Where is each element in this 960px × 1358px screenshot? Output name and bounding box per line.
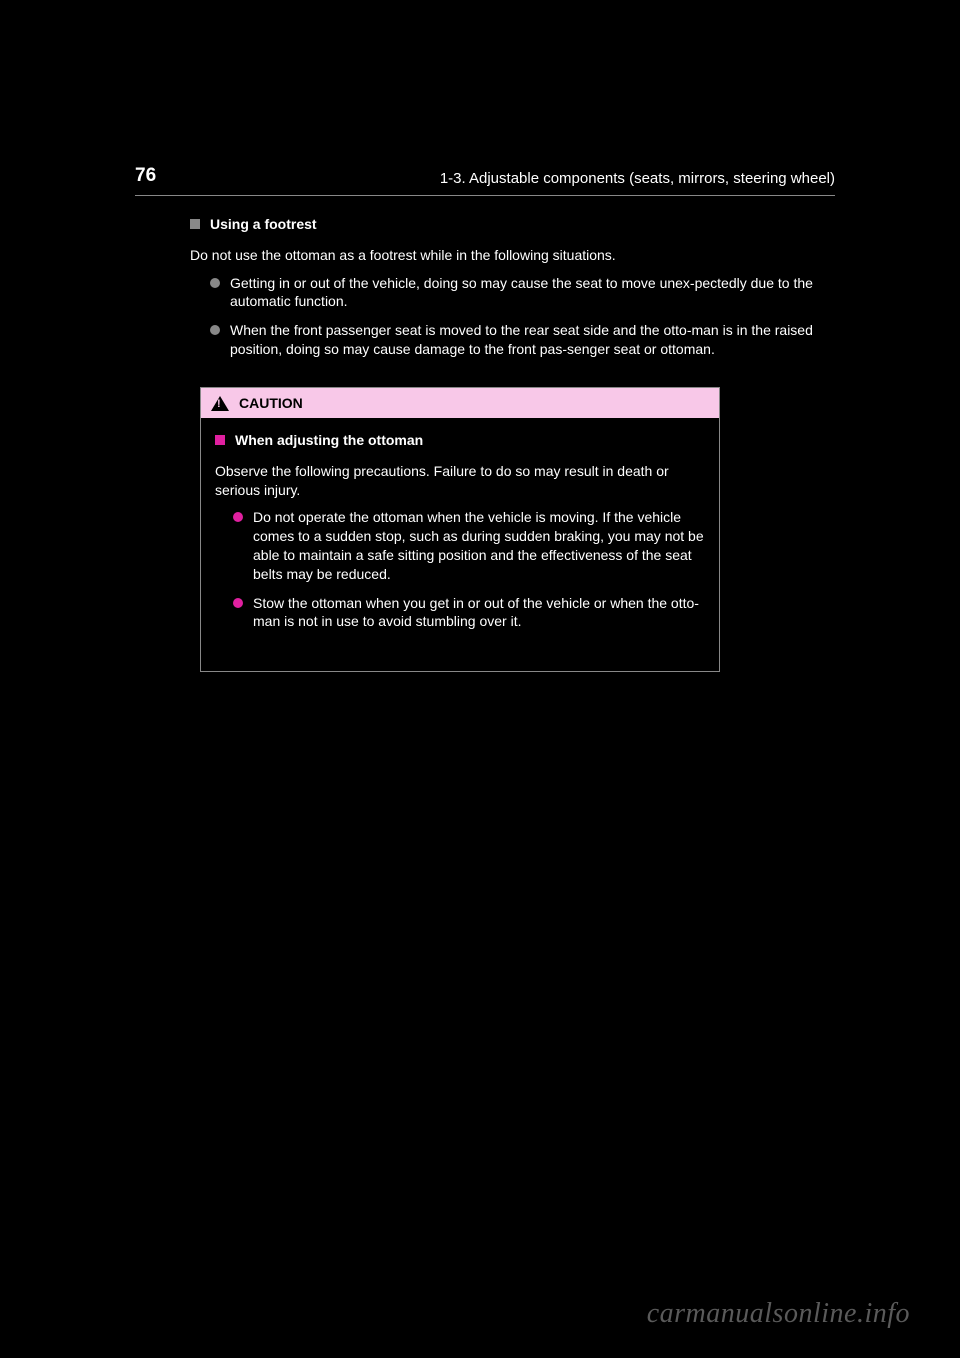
page-content: 76 1-3. Adjustable components (seats, mi…	[135, 165, 835, 672]
caution-heading-text: When adjusting the ottoman	[235, 432, 423, 448]
page-header: 76 1-3. Adjustable components (seats, mi…	[135, 165, 835, 196]
page-number: 76	[135, 165, 156, 187]
list-item: Getting in or out of the vehicle, doing …	[210, 274, 835, 312]
magenta-round-bullet-icon	[233, 598, 243, 608]
section-heading: Using a footrest	[190, 216, 835, 232]
caution-intro-text: Observe the following precautions. Failu…	[215, 462, 705, 500]
list-item: Do not operate the ottoman when the vehi…	[233, 508, 705, 584]
caution-box: CAUTION When adjusting the ottoman Obser…	[200, 387, 720, 672]
heading-text: Using a footrest	[210, 216, 317, 232]
section-intro-text: Do not use the ottoman as a footrest whi…	[190, 246, 835, 266]
caution-label: CAUTION	[239, 395, 303, 411]
round-bullet-icon	[210, 278, 220, 288]
square-bullet-icon	[190, 219, 200, 229]
bullet-text: Getting in or out of the vehicle, doing …	[230, 274, 835, 312]
caution-heading: When adjusting the ottoman	[215, 432, 705, 448]
round-bullet-icon	[210, 325, 220, 335]
magenta-square-bullet-icon	[215, 435, 225, 445]
list-item: When the front passenger seat is moved t…	[210, 321, 835, 359]
list-item: Stow the ottoman when you get in or out …	[233, 594, 705, 632]
caution-bullet-text: Do not operate the ottoman when the vehi…	[253, 508, 705, 584]
section-reference: 1-3. Adjustable components (seats, mirro…	[440, 170, 835, 187]
caution-header: CAUTION	[201, 388, 719, 418]
main-section: Using a footrest Do not use the ottoman …	[190, 216, 835, 359]
warning-triangle-icon	[211, 396, 229, 411]
caution-bullet-text: Stow the ottoman when you get in or out …	[253, 594, 705, 632]
caution-body: When adjusting the ottoman Observe the f…	[201, 418, 719, 631]
bullet-text: When the front passenger seat is moved t…	[230, 321, 835, 359]
watermark: carmanualsonline.info	[647, 1298, 910, 1330]
magenta-round-bullet-icon	[233, 512, 243, 522]
